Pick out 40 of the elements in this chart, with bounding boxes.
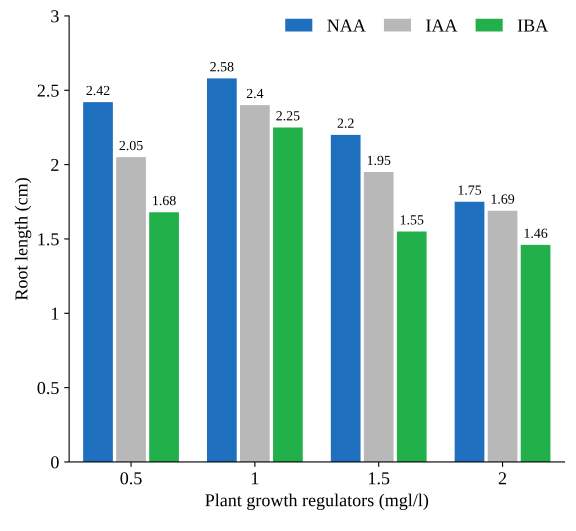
x-axis-title: Plant growth regulators (mgl/l) [205,494,428,510]
x-tick-label: 0.5 [120,472,142,484]
y-tick-label: 0.5 [38,382,59,394]
bar [520,244,550,462]
bar [273,127,303,462]
data-label: 1.46 [524,228,548,238]
legend-label: IBA [518,20,548,32]
y-tick-label: 0 [51,456,59,468]
bar [396,232,427,462]
data-label: 1.75 [458,185,482,195]
x-tick-label: 1 [252,472,258,484]
bar [206,78,237,462]
bar [83,102,113,462]
data-label: 2.4 [246,88,264,98]
bar [454,202,484,462]
y-tick-label: 2.5 [38,84,59,97]
bar [330,134,361,462]
bar [364,172,394,462]
y-tick-label: 3 [51,10,59,22]
y-tick-label: 2 [51,158,58,171]
data-label: 2.25 [276,111,300,121]
data-label: 1.68 [153,196,176,206]
legend-label: IAA [426,20,458,32]
data-label: 1.95 [368,156,390,166]
data-label: 2.58 [210,62,234,72]
bar [149,212,179,462]
bar [116,157,146,462]
y-tick-label: 1.5 [38,233,59,246]
y-tick-label: 1 [52,308,58,320]
x-tick-label: 1.5 [369,472,390,484]
y-axis-title: Root length (cm) [14,178,32,300]
data-label: 1.69 [492,194,514,204]
bar [488,210,518,462]
bar [240,105,270,462]
data-label: 2.2 [338,118,354,128]
legend-label: NAA [327,20,366,32]
x-tick-label: 2 [498,472,506,484]
data-label: 1.55 [400,215,424,225]
data-label: 2.05 [119,140,143,150]
data-label: 2.42 [86,86,110,96]
